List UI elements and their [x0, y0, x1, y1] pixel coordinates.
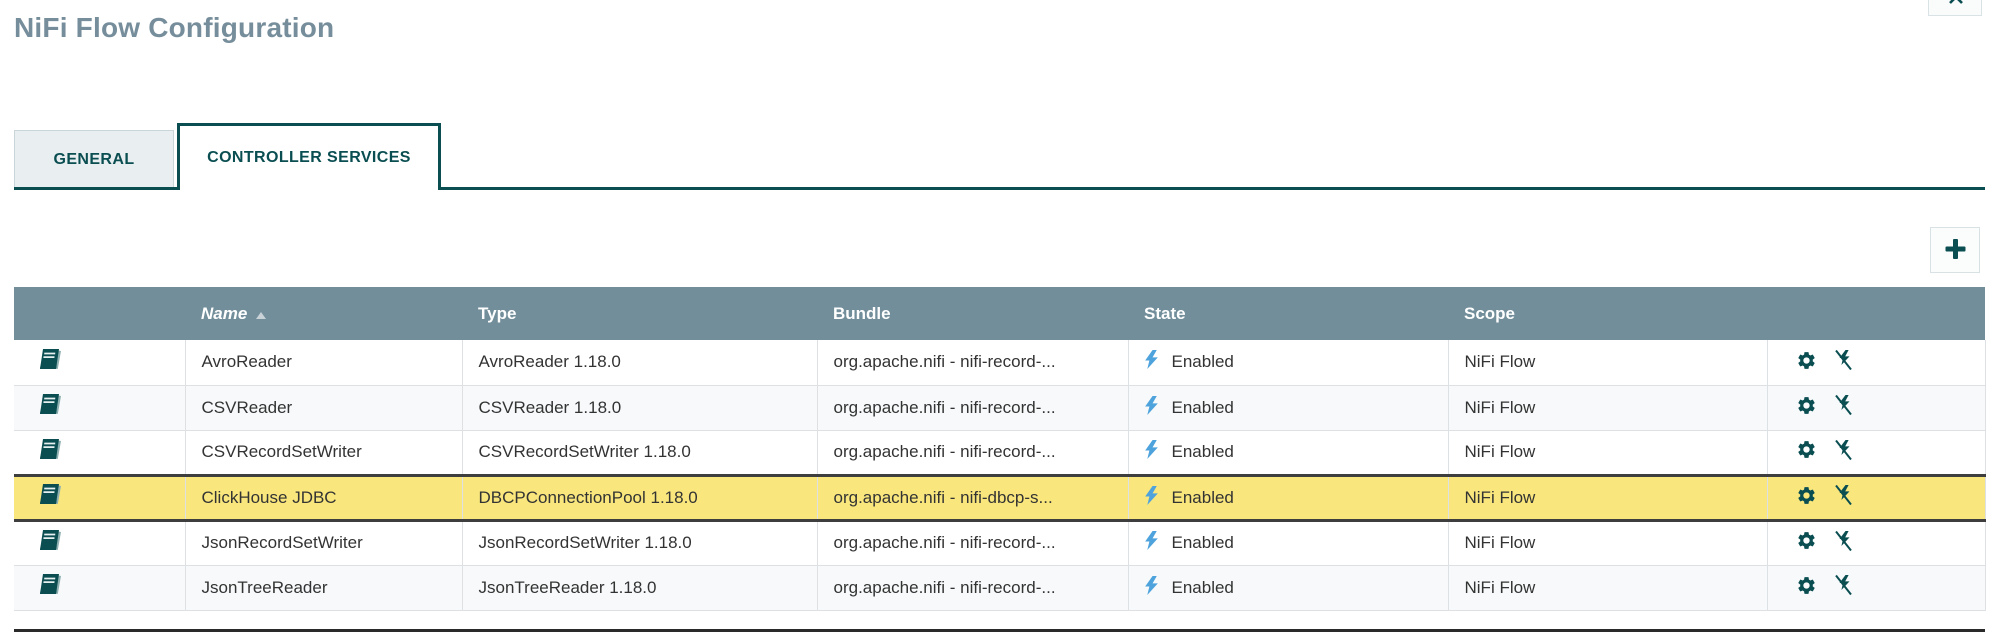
bolt-slash-icon	[1831, 530, 1856, 555]
service-name-cell: JsonTreeReader	[185, 565, 463, 611]
gear-icon	[1796, 530, 1817, 554]
service-name-cell: CSVReader	[185, 385, 463, 431]
configure-service-button[interactable]	[1796, 439, 1817, 463]
service-name-cell: CSVRecordSetWriter	[185, 430, 463, 476]
configure-service-button[interactable]	[1796, 350, 1817, 374]
disable-service-button[interactable]	[1831, 484, 1856, 509]
service-bundle-cell: org.apache.nifi - nifi-dbcp-s...	[817, 473, 1129, 522]
service-state-cell: Enabled	[1171, 533, 1234, 552]
service-type-cell: CSVReader 1.18.0	[462, 385, 818, 431]
service-scope-cell: NiFi Flow	[1448, 430, 1768, 476]
panel-bottom-edge	[14, 629, 1985, 632]
service-state-cell: Enabled	[1171, 577, 1234, 597]
gear-icon	[1796, 395, 1817, 419]
service-name-cell: ClickHouse JDBC	[185, 473, 463, 522]
column-header-actions	[1767, 287, 1985, 340]
disable-service-button[interactable]	[1831, 574, 1856, 599]
state-enabled-bolt-icon	[1144, 440, 1158, 464]
table-row[interactable]: AvroReader AvroReader 1.18.0 org.apache.…	[14, 340, 1986, 386]
configure-service-button[interactable]	[1796, 485, 1817, 509]
disable-service-button[interactable]	[1831, 394, 1856, 419]
column-header-type[interactable]: Type	[462, 287, 817, 340]
service-bundle-cell: org.apache.nifi - nifi-record-...	[817, 385, 1129, 431]
column-header-scope[interactable]: Scope	[1448, 287, 1767, 340]
disable-service-button[interactable]	[1831, 530, 1856, 555]
service-state-cell: Enabled	[1171, 487, 1234, 507]
service-state-cell: Enabled	[1171, 397, 1234, 417]
table-row[interactable]: JsonRecordSetWriter JsonRecordSetWriter …	[14, 520, 1986, 566]
column-header-icon	[14, 287, 185, 340]
sort-ascending-icon	[256, 311, 267, 319]
column-header-bundle[interactable]: Bundle	[817, 287, 1128, 340]
service-name-cell: AvroReader	[185, 340, 463, 386]
state-enabled-bolt-icon	[1144, 575, 1158, 600]
column-header-state[interactable]: State	[1128, 287, 1448, 340]
state-enabled-bolt-icon	[1144, 485, 1158, 510]
disable-service-button[interactable]	[1831, 349, 1856, 374]
configure-service-button[interactable]	[1796, 530, 1817, 554]
plus-icon	[1943, 237, 1967, 264]
table-row[interactable]: CSVReader CSVReader 1.18.0 org.apache.ni…	[14, 385, 1986, 431]
service-bundle-cell: org.apache.nifi - nifi-record-...	[817, 565, 1129, 611]
controller-service-book-icon	[36, 483, 62, 507]
service-scope-cell: NiFi Flow	[1448, 473, 1768, 522]
bolt-slash-icon	[1831, 439, 1856, 464]
service-type-cell: DBCPConnectionPool 1.18.0	[462, 473, 818, 522]
bolt-slash-icon	[1831, 574, 1856, 599]
service-type-cell: CSVRecordSetWriter 1.18.0	[462, 430, 818, 476]
controller-service-book-icon	[36, 393, 62, 417]
table-row[interactable]: ClickHouse JDBC DBCPConnectionPool 1.18.…	[14, 473, 1986, 522]
configure-service-button[interactable]	[1796, 395, 1817, 419]
table-row[interactable]: CSVRecordSetWriter CSVRecordSetWriter 1.…	[14, 430, 1986, 476]
column-header-name[interactable]: Name	[185, 287, 462, 340]
service-type-cell: JsonRecordSetWriter 1.18.0	[462, 520, 818, 566]
service-bundle-cell: org.apache.nifi - nifi-record-...	[817, 340, 1129, 386]
add-controller-service-button[interactable]	[1930, 227, 1980, 273]
service-type-cell: JsonTreeReader 1.18.0	[462, 565, 818, 611]
service-name-cell: JsonRecordSetWriter	[185, 520, 463, 566]
settings-tabbar: GENERAL CONTROLLER SERVICES	[14, 123, 1985, 190]
service-bundle-cell: org.apache.nifi - nifi-record-...	[817, 430, 1129, 476]
service-scope-cell: NiFi Flow	[1448, 340, 1768, 386]
tab-controller-services[interactable]: CONTROLLER SERVICES	[177, 123, 441, 190]
service-scope-cell: NiFi Flow	[1448, 565, 1768, 611]
controller-service-book-icon	[36, 348, 62, 372]
gear-icon	[1796, 485, 1817, 509]
bolt-slash-icon	[1831, 394, 1856, 419]
table-row[interactable]: JsonTreeReader JsonTreeReader 1.18.0 org…	[14, 565, 1986, 611]
gear-icon	[1796, 350, 1817, 374]
service-state-cell: Enabled	[1171, 352, 1234, 372]
close-button[interactable]	[1928, 0, 1982, 16]
disable-service-button[interactable]	[1831, 439, 1856, 464]
controller-services-table: Name Type Bundle State Scope	[14, 287, 1986, 611]
bolt-slash-icon	[1831, 484, 1856, 509]
service-bundle-cell: org.apache.nifi - nifi-record-...	[817, 520, 1129, 566]
table-header-row: Name Type Bundle State Scope	[14, 287, 1985, 340]
controller-service-book-icon	[36, 573, 62, 597]
gear-icon	[1796, 575, 1817, 599]
bolt-slash-icon	[1831, 349, 1856, 374]
tab-general[interactable]: GENERAL	[14, 130, 174, 187]
service-scope-cell: NiFi Flow	[1448, 385, 1768, 431]
service-state-cell: Enabled	[1171, 442, 1234, 461]
state-enabled-bolt-icon	[1144, 531, 1158, 555]
services-table-body: AvroReader AvroReader 1.18.0 org.apache.…	[14, 340, 1986, 611]
page-title: NiFi Flow Configuration	[14, 12, 335, 43]
gear-icon	[1796, 439, 1817, 463]
state-enabled-bolt-icon	[1144, 395, 1158, 420]
controller-service-book-icon	[36, 438, 62, 462]
configure-service-button[interactable]	[1796, 575, 1817, 599]
service-scope-cell: NiFi Flow	[1448, 520, 1768, 566]
service-type-cell: AvroReader 1.18.0	[462, 340, 818, 386]
state-enabled-bolt-icon	[1144, 350, 1158, 374]
controller-service-book-icon	[36, 529, 62, 553]
